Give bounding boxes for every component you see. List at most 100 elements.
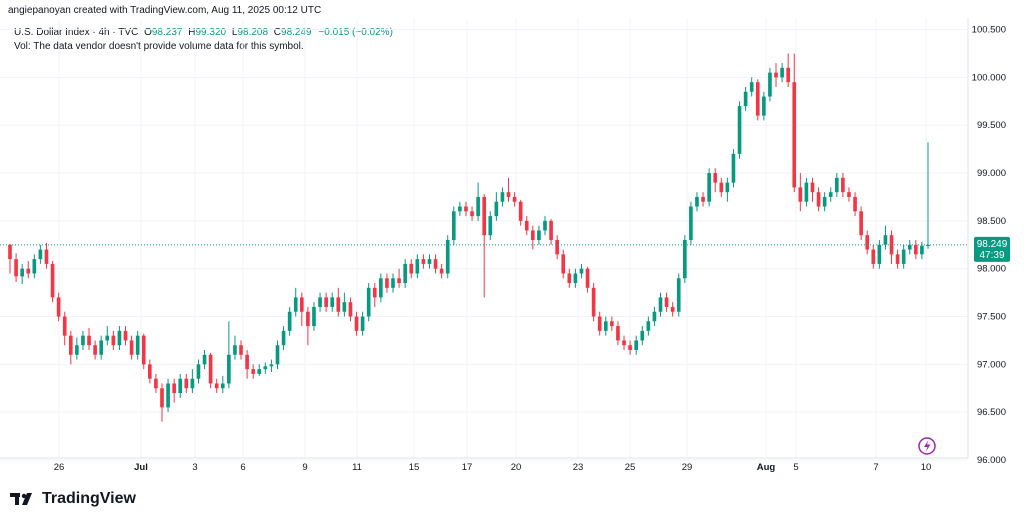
candle-body (111, 335, 116, 346)
candle-body (622, 340, 626, 346)
candle-body (166, 383, 170, 408)
candle-body (257, 369, 262, 374)
candle-body (306, 311, 310, 327)
candle-body (324, 297, 328, 307)
candle-body (220, 383, 225, 389)
price-axis[interactable]: 100.500 100.000 99.500 99.000 98.500 98.000 97… (972, 25, 1006, 466)
candle-body (318, 297, 322, 307)
candle-body (798, 187, 803, 202)
candle-body (610, 321, 614, 327)
candle-body (725, 182, 730, 193)
close-label: C (273, 27, 282, 38)
candle-body (762, 96, 766, 116)
candle-body (810, 182, 815, 193)
candle-body (184, 378, 189, 389)
candle-body (591, 287, 596, 317)
candle-body (901, 249, 906, 264)
tradingview-logo: TradingView (10, 490, 136, 508)
candle-body (75, 345, 79, 355)
candle-body (117, 330, 122, 346)
candle-body (768, 72, 772, 97)
candle-body (141, 335, 146, 365)
candle-body (38, 249, 43, 260)
candle-body (531, 230, 535, 240)
candle-body (731, 153, 736, 183)
time-tick-label: 3 (192, 462, 197, 473)
candle-body (105, 335, 110, 341)
candle-body (774, 72, 778, 78)
candle-body (421, 259, 426, 264)
candle-body (780, 67, 784, 78)
time-tick-label: Aug (757, 462, 776, 473)
candle-body (56, 297, 61, 317)
candle-body (366, 287, 371, 317)
candle-body (233, 345, 237, 355)
candle-body (561, 254, 566, 274)
candle-body (822, 196, 827, 207)
candle-body (293, 297, 298, 312)
candle-body (81, 335, 85, 346)
candle-body (227, 354, 231, 384)
candle-body (348, 302, 353, 317)
candle-body (816, 192, 821, 207)
candle-body (737, 106, 742, 154)
candle-body (68, 335, 73, 355)
candle-body (354, 316, 359, 331)
candle-body (415, 259, 420, 274)
candle-body (652, 311, 657, 322)
bar-countdown: 47:39 (979, 250, 1004, 261)
candle-body (433, 259, 438, 269)
candle-body (160, 388, 164, 408)
candle-body (871, 249, 876, 264)
candle-body (616, 326, 620, 341)
candle-body (658, 297, 663, 312)
time-axis[interactable]: 26 Jul 3 6 9 11 15 17 20 23 25 29 Aug 5 7 10 (54, 462, 932, 473)
candle-body (135, 335, 140, 355)
candle-body (883, 235, 888, 245)
change-value: −0.015 (−0.02%) (318, 27, 393, 38)
price-tick-label: 98.500 (977, 216, 1006, 227)
candle-body (603, 321, 608, 331)
price-tick-label: 97.500 (977, 312, 1006, 323)
candle-body (755, 82, 760, 116)
volume-note: Vol: The data vendor doesn't provide vol… (14, 41, 304, 52)
symbol-name[interactable]: U.S. Dollar Index · 4h · TVC (14, 27, 139, 38)
chart-legend: U.S. Dollar Index · 4h · TVC O98.237 H99… (14, 26, 393, 54)
lightning-icon[interactable] (918, 437, 936, 455)
candle-body (543, 220, 547, 231)
high-value: 99.320 (195, 27, 227, 38)
candle-body (792, 82, 797, 188)
candle-body (853, 196, 857, 212)
candle-body (342, 302, 347, 312)
candle-body (676, 278, 681, 312)
candle-body (585, 268, 590, 288)
candle-body (494, 201, 499, 217)
candle-body (634, 340, 639, 350)
candle-body (695, 196, 699, 207)
candle-body (190, 378, 195, 389)
candle-body (269, 364, 274, 367)
candle-body (689, 206, 693, 240)
candle-body (263, 366, 268, 370)
high-label: H (188, 27, 196, 38)
candle-body (379, 278, 383, 298)
candle-body (26, 268, 31, 274)
price-tick-label: 98.000 (977, 264, 1006, 275)
candle-body (287, 311, 292, 331)
time-tick-label: 23 (573, 462, 584, 473)
candle-body (62, 316, 67, 336)
price-tick-label: 96.500 (977, 407, 1006, 418)
candle-body (196, 364, 201, 379)
time-tick-label: 26 (54, 462, 65, 473)
candle-body (251, 369, 256, 374)
time-tick-label: 9 (302, 462, 307, 473)
candlestick-chart[interactable]: 100.500100.00099.50099.00098.50098.00097… (0, 0, 1024, 480)
candle-body (567, 273, 572, 284)
candle-body (804, 182, 809, 202)
candle-body (914, 244, 918, 255)
candle-body (488, 216, 493, 236)
candle-body (646, 321, 651, 331)
time-tick-label: 11 (352, 462, 362, 473)
time-tick-label: 25 (625, 462, 636, 473)
candle-body (907, 244, 912, 250)
